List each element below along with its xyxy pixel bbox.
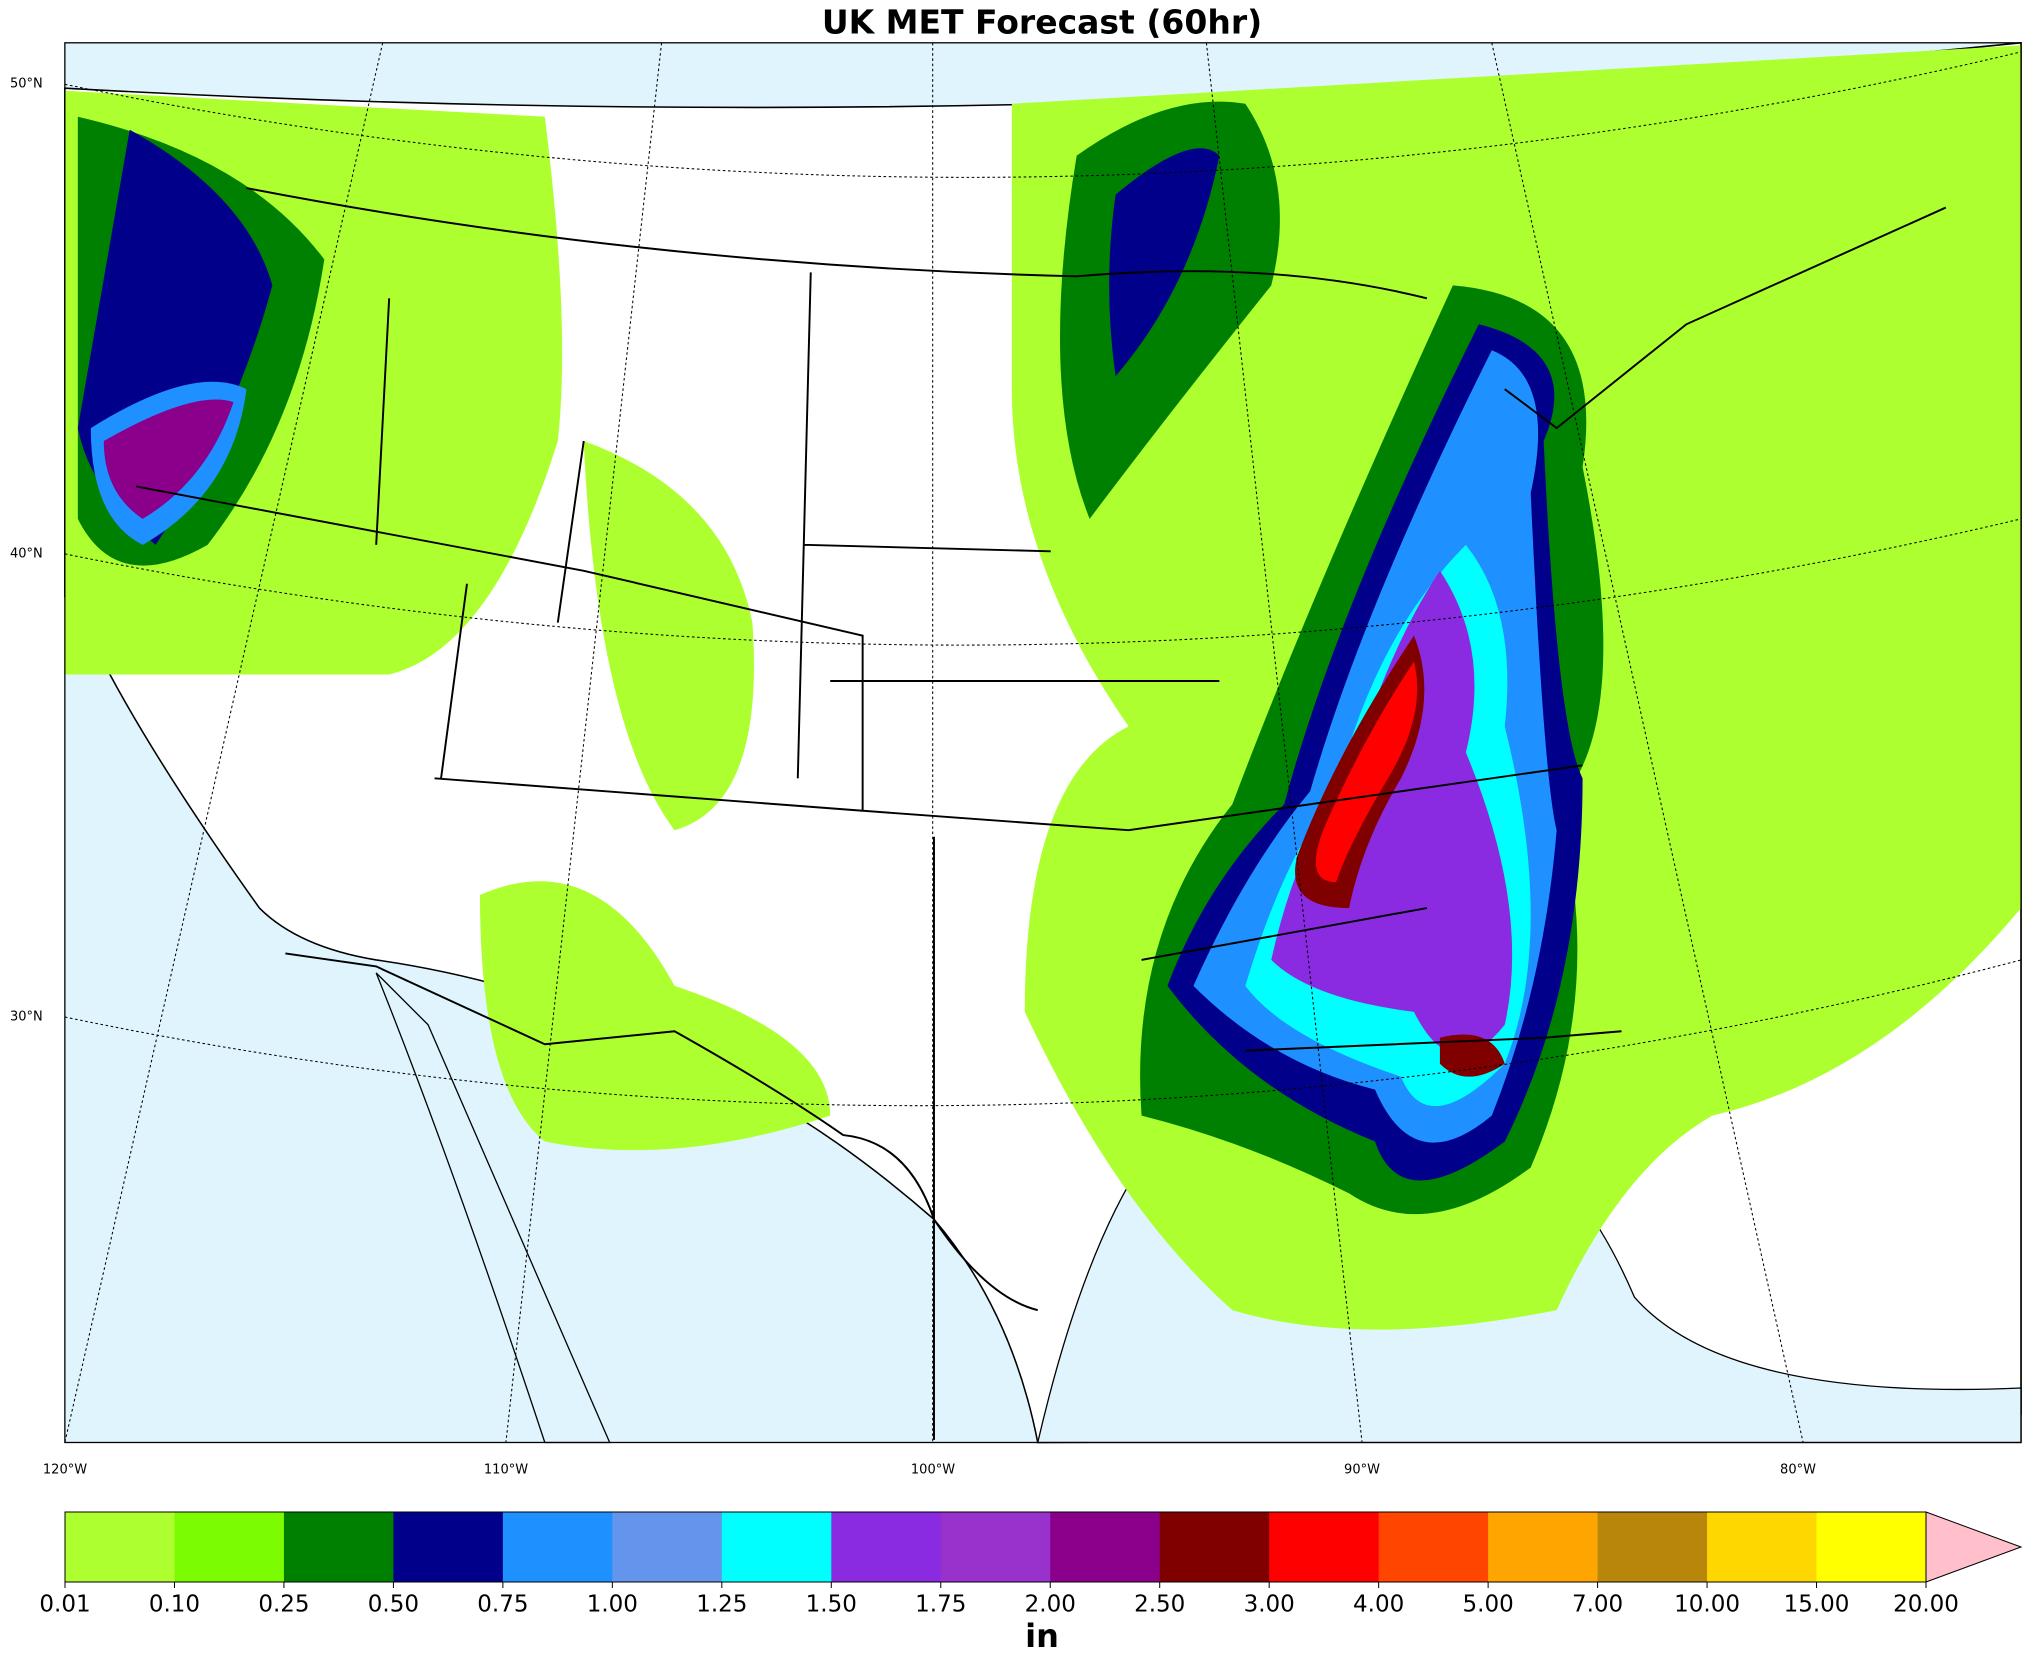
colorbar-tick-label: 10.00 [1674, 1592, 1740, 1618]
colorbar-tick-label: 3.00 [1244, 1592, 1295, 1618]
colorbar-extend [1925, 1511, 2023, 1583]
lon-label: 120°W [43, 1463, 87, 1478]
colorbar-swatch [721, 1512, 832, 1582]
lat-label: 50°N [10, 77, 43, 92]
lon-label: 100°W [911, 1463, 955, 1478]
colorbar-tick-label: 0.10 [149, 1592, 200, 1618]
colorbar-swatch [1050, 1512, 1161, 1582]
colorbar-swatch [174, 1512, 285, 1582]
colorbar-tick-label: 0.01 [39, 1592, 90, 1618]
colorbar-tick-label: 2.50 [1134, 1592, 1185, 1618]
state-borders [136, 187, 1947, 1440]
precip-heavy [90, 350, 1557, 1143]
colorbar-swatch [612, 1512, 723, 1582]
colorbar-swatch [1378, 1512, 1489, 1582]
colorbar-swatch [940, 1512, 1051, 1582]
map [64, 41, 2022, 1444]
colorbar-swatch [1707, 1512, 1818, 1582]
colorbar-tick-label: 0.75 [477, 1592, 528, 1618]
colorbar-swatch [283, 1512, 394, 1582]
colorbar-swatch [65, 1512, 175, 1582]
colorbar-tick-label: 1.50 [806, 1592, 857, 1618]
colorbar-tick-label: 5.00 [1463, 1592, 1514, 1618]
colorbar-tick-label: 15.00 [1784, 1592, 1850, 1618]
colorbar-swatch [1816, 1512, 1927, 1582]
colorbar-tick-label: 7.00 [1572, 1592, 1623, 1618]
colorbar-tick-label: 1.00 [587, 1592, 638, 1618]
colorbar-swatch [1597, 1512, 1708, 1582]
colorbar-swatch [393, 1512, 504, 1582]
lat-label: 30°N [10, 1010, 43, 1025]
title: UK MET Forecast (60hr) [822, 3, 1262, 42]
colorbar-tick-label: 1.75 [915, 1592, 966, 1618]
colorbar-frame [64, 1511, 1927, 1583]
colorbar-tick-label: 2.00 [1025, 1592, 1076, 1618]
graticule [64, 42, 2022, 1443]
colorbar-tick-label: 0.50 [368, 1592, 419, 1618]
lon-label: 110°W [484, 1463, 528, 1478]
colorbar-tick-label: 1.25 [696, 1592, 747, 1618]
colorbar-swatch [502, 1512, 613, 1582]
colorbar-label: in [1025, 1617, 1059, 1655]
colorbar-swatch [1269, 1512, 1380, 1582]
map-frame [64, 42, 2022, 1444]
colorbar-tick-label: 20.00 [1893, 1592, 1959, 1618]
colorbar-swatch [1159, 1512, 1270, 1582]
colorbar-tick-label: 0.25 [258, 1592, 309, 1618]
colorbar-tick-label: 4.00 [1353, 1592, 1404, 1618]
lon-label: 90°W [1344, 1463, 1380, 1478]
lat-label: 40°N [10, 547, 43, 562]
colorbar-swatch [1488, 1512, 1599, 1582]
lon-label: 80°W [1780, 1463, 1816, 1478]
colorbar-swatch [831, 1512, 942, 1582]
